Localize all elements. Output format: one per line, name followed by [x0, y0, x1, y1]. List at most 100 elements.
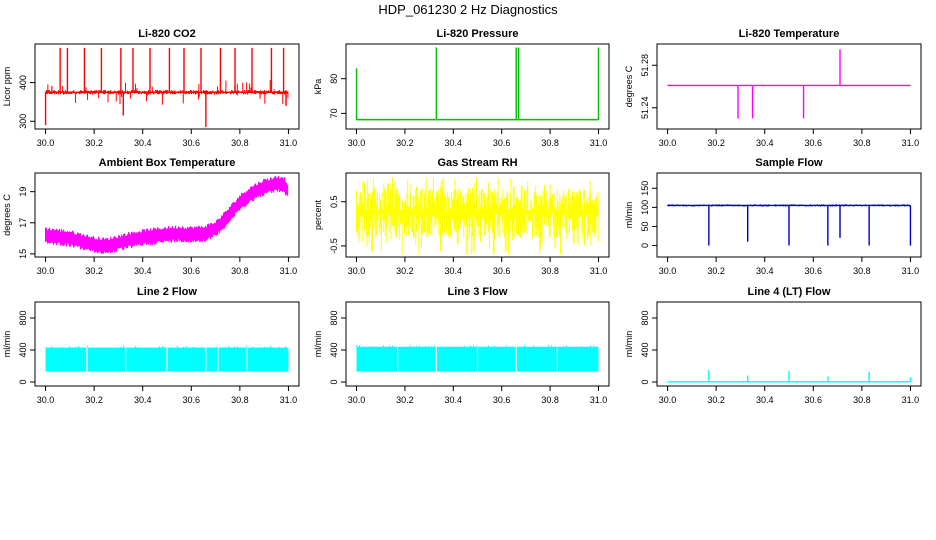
x-tick-label: 30.0	[348, 395, 366, 405]
x-tick-label: 30.2	[85, 266, 103, 276]
x-tick-label: 30.2	[707, 266, 725, 276]
y-tick-label: 0	[329, 379, 339, 384]
x-tick-label: 30.8	[231, 395, 249, 405]
x-tick-label: 31.0	[280, 266, 298, 276]
panel-title: Li-820 Pressure	[437, 28, 519, 40]
x-tick-label: 30.0	[348, 138, 366, 148]
y-tick-label: 400	[18, 75, 28, 90]
panel-title: Li-820 CO2	[138, 28, 195, 40]
x-tick-label: 30.0	[37, 266, 55, 276]
x-tick-label: 31.0	[902, 138, 920, 148]
x-tick-label: 30.6	[183, 138, 201, 148]
x-tick-label: 30.0	[659, 266, 677, 276]
x-tick-label: 31.0	[902, 395, 920, 405]
x-tick-label: 30.0	[348, 266, 366, 276]
y-tick-label: 400	[18, 342, 28, 357]
plot-frame	[345, 301, 610, 387]
plot-frame	[656, 172, 922, 258]
plot-frame	[656, 43, 922, 130]
y-tick-label: 0	[18, 379, 28, 384]
y-tick-label: 800	[329, 310, 339, 325]
figure-title: HDP_061230 2 Hz Diagnostics	[378, 2, 558, 17]
y-tick-label: 50	[640, 221, 650, 231]
x-tick-label: 30.4	[134, 266, 152, 276]
panel-title: Line 4 (LT) Flow	[748, 286, 831, 298]
y-tick-label: 0	[640, 243, 650, 248]
panel-3: Li-820 Temperature degrees C 30.0 30.2 30.4 3…	[624, 28, 922, 148]
y-tick-label: 400	[640, 342, 650, 357]
y-tick-label: 80	[329, 74, 339, 84]
x-tick-label: 31.0	[590, 138, 608, 148]
y-axis-label: percent	[313, 199, 323, 230]
x-tick-label: 30.6	[183, 395, 201, 405]
x-tick-label: 30.8	[541, 266, 559, 276]
x-tick-label: 31.0	[590, 395, 608, 405]
x-tick-label: 30.0	[659, 138, 677, 148]
panel-4: Ambient Box Temperature degrees C 30.0 30.2…	[2, 157, 300, 276]
plot-frame	[345, 172, 610, 258]
y-tick-label: -0.5	[329, 238, 339, 254]
y-tick-label: 17	[18, 218, 28, 228]
panel-title: Line 3 Flow	[448, 286, 508, 298]
y-tick-label: 0.5	[329, 195, 339, 208]
x-tick-label: 30.8	[853, 266, 871, 276]
panel-title: Line 2 Flow	[137, 286, 197, 298]
y-axis-label: ml/min	[313, 331, 323, 358]
y-tick-label: 70	[329, 108, 339, 118]
x-tick-label: 30.6	[493, 266, 511, 276]
panel-title: Ambient Box Temperature	[99, 157, 236, 169]
panel-title: Gas Stream RH	[437, 157, 517, 169]
x-tick-label: 30.4	[134, 395, 152, 405]
x-tick-label: 30.6	[493, 395, 511, 405]
y-tick-label: 300	[18, 114, 28, 129]
x-tick-label: 30.8	[541, 138, 559, 148]
x-tick-label: 30.8	[231, 138, 249, 148]
y-tick-label: 51.24	[640, 96, 650, 119]
y-tick-label: 800	[640, 310, 650, 325]
x-tick-label: 30.2	[85, 138, 103, 148]
x-tick-label: 30.6	[805, 138, 823, 148]
x-tick-label: 31.0	[280, 138, 298, 148]
y-axis-label: ml/min	[2, 331, 12, 358]
x-tick-label: 30.8	[231, 266, 249, 276]
y-axis-label: ml/min	[624, 202, 634, 229]
y-tick-label: 800	[18, 310, 28, 325]
plot-frame	[34, 301, 300, 387]
x-tick-label: 30.2	[707, 395, 725, 405]
x-tick-label: 30.2	[396, 138, 414, 148]
y-tick-label: 19	[18, 187, 28, 197]
x-tick-label: 30.6	[805, 395, 823, 405]
y-axis-label: Licor ppm	[2, 67, 12, 107]
x-tick-label: 30.8	[853, 138, 871, 148]
x-tick-label: 31.0	[590, 266, 608, 276]
x-tick-label: 30.4	[134, 138, 152, 148]
y-tick-label: 150	[640, 181, 650, 196]
x-tick-label: 30.2	[396, 395, 414, 405]
x-tick-label: 30.0	[37, 138, 55, 148]
y-tick-label: 15	[18, 249, 28, 259]
panel-title: Sample Flow	[755, 157, 823, 169]
panel-6: Sample Flow ml/min 30.0 30.2 30.4 30.6 30.8 31.…	[624, 157, 922, 276]
x-tick-label: 30.4	[445, 395, 463, 405]
x-tick-label: 30.4	[445, 266, 463, 276]
panel-7: Line 2 Flow ml/min 30.0 30.2 30.4 30.6 30.8 31.…	[2, 286, 300, 405]
x-tick-label: 30.2	[707, 138, 725, 148]
x-tick-label: 30.4	[756, 395, 774, 405]
plot-frame	[345, 43, 610, 130]
y-tick-label: 400	[329, 342, 339, 357]
y-axis-label: degrees C	[2, 194, 12, 236]
y-tick-label: 51.28	[640, 54, 650, 77]
x-tick-label: 30.2	[396, 266, 414, 276]
y-axis-label: ml/min	[624, 331, 634, 358]
panel-8: Line 3 Flow ml/min 30.0 30.2 30.4 30.6 30.8 31.…	[313, 286, 610, 405]
x-tick-label: 30.6	[805, 266, 823, 276]
x-tick-label: 30.8	[541, 395, 559, 405]
panel-5: Gas Stream RH percent 30.0 30.2 30.4 30.6 30.8…	[313, 157, 610, 276]
y-axis-label: degrees C	[624, 65, 634, 107]
x-tick-label: 31.0	[280, 395, 298, 405]
panel-9: Line 4 (LT) Flow ml/min 30.0 30.2 30.4 30.6 30…	[624, 286, 922, 405]
panel-2: Li-820 Pressure kPa 30.0 30.2 30.4 30.6 30.8 31…	[313, 28, 610, 148]
y-tick-label: 100	[640, 200, 650, 215]
x-tick-label: 30.2	[85, 395, 103, 405]
